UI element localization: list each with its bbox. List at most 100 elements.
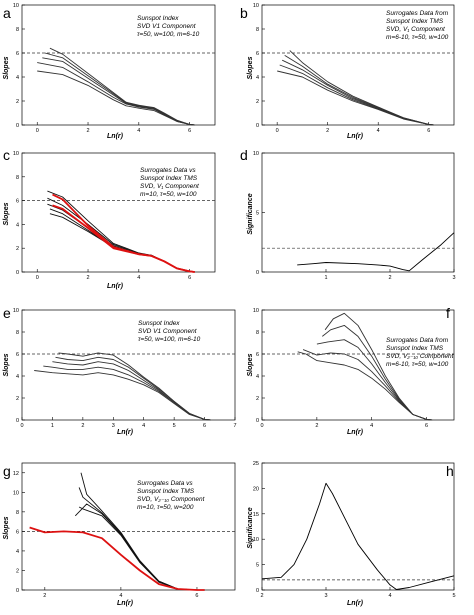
x-tick-label: 0 — [36, 275, 39, 281]
x-tick-label: 4 — [377, 128, 380, 134]
panel-letter: g — [3, 463, 11, 479]
x-tick-label: 5 — [452, 593, 455, 599]
x-axis-label: Ln(r) — [347, 600, 364, 607]
x-tick-label: 2 — [260, 593, 263, 599]
y-tick-label: 2 — [16, 568, 19, 574]
x-tick-label: 4 — [137, 275, 140, 281]
y-tick-label: 2 — [16, 246, 19, 252]
y-tick-label: 0 — [256, 418, 259, 424]
x-tick-label: 4 — [119, 593, 122, 599]
annotation-line: Surrogates Data vs — [137, 480, 193, 487]
annotation-line: m=6-10, τ=50, w=100 — [386, 34, 449, 41]
x-tick-label: 6 — [203, 423, 206, 429]
y-tick-label: 2 — [256, 99, 259, 105]
panel-e: 0 1 2 3 4 5 6 7 0 2 4 6 8 10e Slopes Ln(r) Sunspot Index… — [3, 305, 237, 436]
y-tick-label: 4 — [16, 222, 19, 228]
y-tick-label: 10 — [253, 151, 259, 157]
y-tick-label: 6 — [256, 51, 259, 57]
panel-b: 0 2 4 6 0 2 4 6 8 10 b Slopes Ln(r) Surrogates Data f… — [240, 3, 455, 140]
x-tick-label: 6 — [425, 423, 428, 429]
panel-a: 0 2 4 6 0 2 4 6 8 10a Slopes Ln(r) Sunspot IndexSVD … — [3, 3, 216, 140]
series-line — [261, 482, 455, 590]
y-tick-label: 0 — [16, 588, 19, 594]
x-tick-label: 6 — [195, 593, 198, 599]
series-line — [47, 197, 195, 273]
x-tick-label: 5 — [173, 423, 176, 429]
annotation-line: m=10, τ=50, w=200 — [137, 504, 194, 511]
y-axis-label: Slopes — [3, 353, 10, 376]
y-axis-label: Significance — [247, 193, 254, 234]
annotation-line: SVD, V₁ Component — [140, 183, 200, 190]
series-line — [297, 232, 455, 272]
plot-frame — [21, 309, 236, 421]
x-tick-label: 2 — [388, 275, 391, 281]
annotation-line: Sunspot Index TMS — [140, 175, 198, 182]
y-tick-label: 2 — [256, 396, 259, 402]
plot-frame — [261, 309, 455, 421]
x-tick-label: 2 — [86, 275, 89, 281]
y-tick-label: 10 — [13, 308, 19, 314]
series-line — [29, 526, 205, 591]
y-tick-label: 12 — [13, 471, 19, 477]
y-tick-label: 0 — [256, 270, 259, 276]
panel-letter: e — [3, 305, 11, 321]
y-tick-label: 10 — [13, 3, 19, 9]
y-axis-label: Slopes — [247, 56, 254, 79]
annotation-line: Surrogates Data from — [386, 337, 449, 344]
plot-frame — [21, 152, 216, 273]
panel-letter: h — [446, 463, 454, 479]
x-tick-label: 3 — [112, 423, 115, 429]
series-line — [49, 213, 195, 273]
annotation-line: τ=50, w=100, m=6-10 — [137, 31, 200, 38]
y-tick-label: 6 — [16, 51, 19, 57]
y-tick-label: 8 — [16, 510, 19, 516]
y-tick-label: 0 — [256, 123, 259, 129]
y-tick-label: 5 — [256, 563, 259, 569]
panel-letter: d — [240, 147, 248, 163]
plot-frame — [21, 462, 236, 591]
y-tick-label: 10 — [253, 537, 259, 543]
annotation-line: SVD, V₁ Component — [386, 26, 446, 33]
y-tick-label: 4 — [16, 374, 19, 380]
series-line — [37, 62, 195, 126]
panel-f: 0 2 4 6 0 2 4 6 8 10 f Slopes Ln(r) Surrogates Data f… — [247, 305, 455, 436]
y-tick-label: 8 — [256, 27, 259, 33]
x-tick-label: 4 — [142, 423, 145, 429]
panel-letter: f — [446, 305, 450, 321]
x-tick-label: 4 — [137, 128, 140, 134]
x-tick-label: 0 — [260, 423, 263, 429]
y-tick-label: 8 — [16, 27, 19, 33]
y-axis-label: Slopes — [247, 353, 254, 376]
y-tick-label: 6 — [16, 529, 19, 535]
x-tick-label: 2 — [315, 423, 318, 429]
x-axis-label: Ln(r) — [117, 429, 134, 436]
y-tick-label: 20 — [253, 486, 259, 492]
x-tick-label: 4 — [388, 593, 391, 599]
x-axis-label: Ln(r) — [347, 133, 364, 140]
y-tick-label: 25 — [253, 461, 259, 467]
y-tick-label: 10 — [13, 151, 19, 157]
annotation-line: Sunspot Index — [138, 320, 180, 327]
y-tick-label: 15 — [253, 512, 259, 518]
x-tick-label: 0 — [36, 128, 39, 134]
series-line — [34, 370, 211, 421]
y-tick-label: 4 — [16, 549, 19, 555]
annotation-line: τ=50, w=100, m=6-10 — [138, 336, 201, 343]
annotation-line: Surrogates Data vs — [140, 167, 196, 174]
y-tick-label: 10 — [253, 308, 259, 314]
y-tick-label: 2 — [16, 396, 19, 402]
y-axis-label: Slopes — [3, 56, 10, 79]
panel-letter: c — [3, 147, 10, 163]
annotation-line: m=6-10, τ=50, w=100 — [386, 361, 449, 368]
y-axis-label: Slopes — [3, 202, 10, 225]
annotation-line: SVD V1 Component — [138, 328, 198, 335]
y-tick-label: 0 — [16, 123, 19, 129]
x-tick-label: 6 — [188, 275, 191, 281]
series-line — [78, 506, 205, 591]
x-tick-label: 2 — [86, 128, 89, 134]
x-tick-label: 2 — [43, 593, 46, 599]
panel-letter: a — [3, 5, 11, 21]
y-tick-label: 10 — [13, 490, 19, 496]
series-line — [279, 64, 434, 126]
